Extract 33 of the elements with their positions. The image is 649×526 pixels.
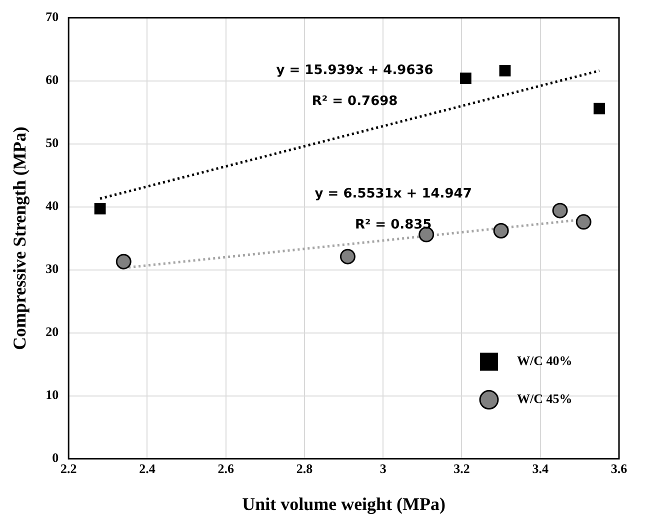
annotation: R² = 0.7698 [312, 94, 398, 109]
x-axis-title: Unit volume weight (MPa) [242, 494, 446, 514]
legend-label: W/C 40% [517, 353, 572, 368]
point [116, 254, 132, 270]
annotation: y = 15.939x + 4.9636 [276, 63, 434, 78]
point [552, 202, 568, 218]
point [340, 248, 356, 264]
y-tick-label: 30 [46, 261, 59, 276]
y-tick-label: 50 [46, 135, 59, 150]
x-tick-label: 2.8 [296, 460, 314, 476]
point [460, 72, 472, 84]
point [576, 214, 592, 230]
x-tick-label: 2.6 [218, 460, 234, 476]
x-tick-label: 3 [380, 460, 387, 476]
y-tick-label: 60 [46, 72, 59, 88]
point [94, 202, 106, 214]
x-tick-label: 2.4 [139, 460, 156, 476]
point [493, 222, 509, 238]
y-tick-label: 70 [46, 9, 59, 24]
x-tick-label: 3.2 [454, 460, 470, 476]
point [499, 65, 511, 76]
y-axis-title: Compressive Strength (MPa) [9, 126, 30, 350]
x-tick-label: 3.6 [610, 460, 628, 476]
y-tick-label: 0 [52, 450, 59, 466]
legend-label: W/C 45% [517, 391, 572, 406]
point [594, 102, 606, 114]
annotation: R² = 0.835 [354, 217, 432, 232]
y-tick-label: 10 [46, 387, 59, 402]
y-tick-label: 20 [46, 324, 59, 340]
y-tick-label: 40 [46, 198, 59, 214]
x-tick-label: 2.2 [60, 460, 77, 476]
x-tick-label: 3.4 [532, 460, 549, 476]
annotation: y = 6.5531x + 14.947 [314, 186, 472, 202]
